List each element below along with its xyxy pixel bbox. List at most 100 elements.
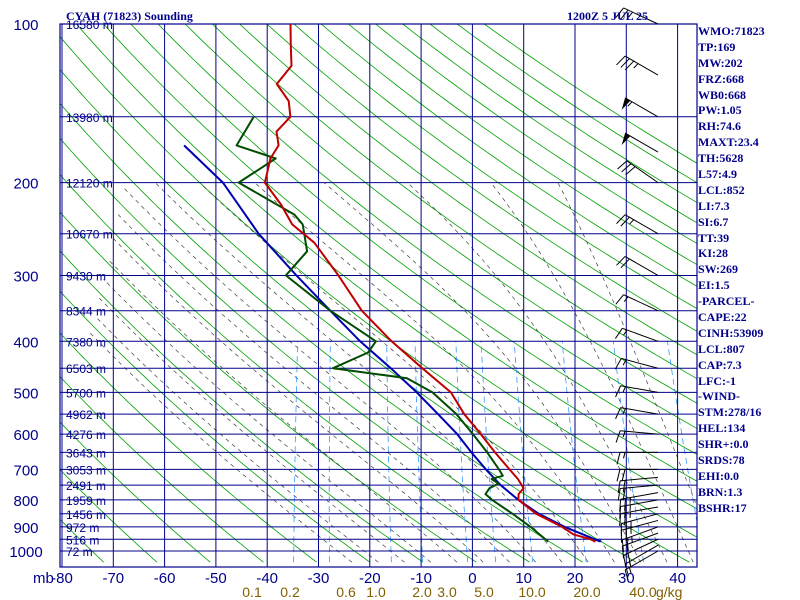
dry-adiabat: [60, 376, 264, 563]
barb-full: [616, 469, 621, 482]
stat-item: SRDS:78: [698, 453, 745, 468]
moist-adiabat: [117, 214, 510, 563]
height-label: 72 m: [66, 545, 93, 559]
barb-full: [622, 487, 626, 501]
dry-adiabats: [60, 24, 697, 563]
stat-item: L57:4.9: [698, 167, 737, 182]
moist-adiabat: [112, 237, 484, 563]
height-label: 5700 m: [66, 386, 106, 400]
barb-shaft: [620, 484, 659, 489]
barb-shaft: [626, 160, 659, 184]
barb-shaft: [622, 327, 659, 342]
mixing-ratio-label: 10.0: [518, 584, 545, 600]
barb-full: [615, 385, 622, 398]
temperature-tick-label: -80: [51, 570, 73, 587]
wind-barb: [615, 430, 659, 443]
height-label: 3643 m: [66, 446, 106, 460]
wind-barb: [616, 451, 658, 465]
barb-half: [627, 101, 633, 107]
mixing-ratio-label: 2.0: [412, 584, 432, 600]
moist-adiabat: [108, 259, 458, 563]
barb-full: [624, 498, 627, 511]
barb-full: [616, 55, 626, 66]
stat-item: CAPE:22: [698, 310, 747, 325]
mixing-ratio-line: [328, 341, 331, 563]
mixing-ratio-line: [293, 341, 299, 563]
height-label: 2491 m: [66, 479, 106, 493]
stat-item: STM:278/16: [698, 405, 762, 420]
temperature-tick-label: -20: [359, 570, 381, 587]
barb-shaft: [624, 544, 659, 565]
barb-full: [616, 214, 626, 224]
stat-item: TT:39: [698, 230, 730, 245]
wind-barb: [619, 499, 659, 519]
pressure-tick-label: 900: [13, 520, 38, 537]
barb-flag: [621, 133, 631, 145]
barb-shaft: [620, 476, 659, 482]
dry-adiabat: [211, 24, 697, 380]
dry-adiabat: [130, 24, 697, 455]
mixing-ratio-line: [386, 341, 392, 563]
height-label: 16580 m: [66, 18, 113, 32]
barb-shaft: [622, 526, 659, 541]
mixing-ratio-label: 0.1: [242, 584, 262, 600]
dry-adiabat: [60, 518, 104, 563]
stat-item: EI:1.5: [698, 278, 730, 293]
temperature-tick-label: 10: [515, 570, 532, 587]
barb-full: [617, 480, 621, 494]
barb-full: [621, 539, 625, 553]
stat-item: SI:6.7: [698, 214, 729, 229]
pressure-tick-label: 200: [13, 176, 38, 193]
grid: [59, 23, 698, 568]
moist-adiabat: [490, 182, 694, 563]
barb-shaft: [621, 513, 659, 525]
barb-shaft: [622, 532, 659, 547]
moist-adiabat: [323, 182, 642, 563]
barb-full: [617, 160, 628, 170]
barb-shaft: [623, 294, 659, 312]
height-label: 1959 m: [66, 494, 106, 508]
barb-full: [620, 258, 630, 269]
temperature-tick-label: 30: [618, 570, 635, 587]
wind-barb: [615, 385, 659, 398]
plot-frame: [59, 23, 698, 568]
barb-shaft: [624, 55, 659, 76]
stat-item: WB0:668: [698, 87, 746, 102]
barb-full: [620, 216, 630, 227]
mixing-ratio-label: 20.0: [573, 584, 600, 600]
pressure-tick-label: 700: [13, 462, 38, 479]
stat-item: RH:74.6: [698, 119, 741, 134]
barb-shaft: [624, 256, 659, 276]
barb-shaft: [623, 538, 659, 556]
mixing-ratio-label: 0.2: [280, 584, 300, 600]
temperature-tick-label: 40: [669, 570, 686, 587]
barb-full: [619, 506, 622, 519]
wind-barb: [619, 492, 659, 512]
barb-full: [616, 452, 621, 465]
barb-half: [623, 296, 629, 302]
stat-item: WMO:71823: [698, 24, 765, 38]
wind-barbs: [614, 7, 659, 583]
barb-half: [628, 567, 632, 574]
height-label: 972 m: [66, 521, 99, 535]
dry-adiabat: [60, 137, 584, 563]
barb-shaft: [620, 499, 659, 508]
barb-half: [622, 386, 626, 393]
stat-item: LCL:852: [698, 182, 745, 197]
wind-barb: [614, 327, 659, 342]
dry-adiabat: [60, 332, 317, 563]
moist-adiabat: [407, 182, 668, 563]
wind-barb: [620, 513, 659, 537]
stat-item: SW:269: [698, 262, 739, 277]
barb-full: [624, 505, 627, 519]
barb-full: [615, 7, 624, 18]
temperature-tick-label: -40: [256, 570, 278, 587]
barb-full: [626, 538, 629, 551]
stat-item: CAP:7.3: [698, 357, 742, 372]
dry-adiabat: [60, 102, 637, 563]
barb-half: [628, 11, 634, 18]
barb-half: [622, 408, 626, 415]
barb-shaft: [620, 385, 659, 393]
dry-adiabat: [320, 24, 697, 287]
barb-full: [614, 328, 623, 339]
